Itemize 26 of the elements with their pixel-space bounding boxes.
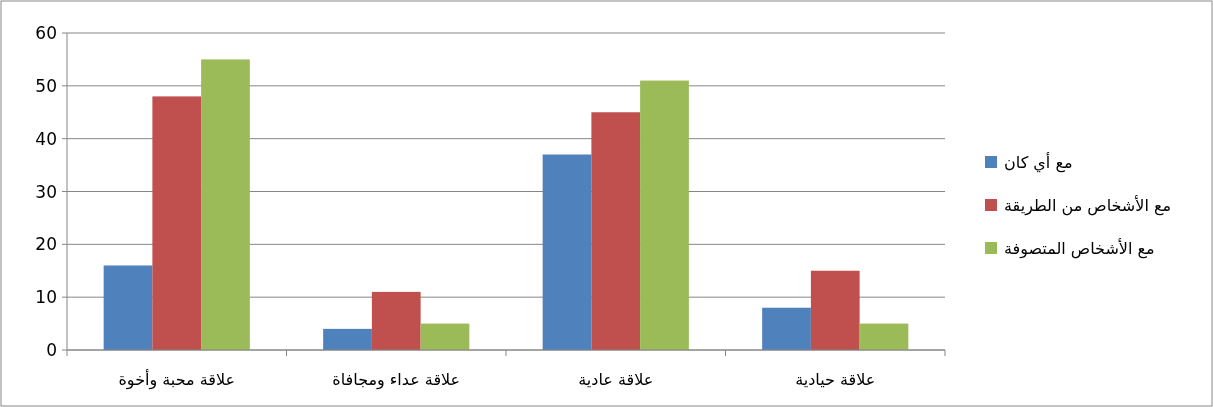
legend-label: مع الأشخاص من الطريقة [1004, 195, 1172, 216]
y-tick-label: 0 [46, 340, 57, 360]
bar [152, 96, 202, 350]
y-tick-label: 50 [35, 75, 57, 96]
bar [103, 265, 153, 350]
y-tick-label: 40 [35, 128, 57, 149]
legend-label: مع أي كان [1004, 152, 1073, 173]
y-tick-label: 10 [35, 287, 57, 308]
x-tick-label: علاقة حيادية [795, 370, 876, 389]
bar [420, 323, 470, 350]
x-tick-label: علاقة عادية [578, 370, 654, 389]
x-tick-label: علاقة محبة وأخوة [118, 369, 236, 390]
bar [810, 270, 860, 350]
bar [201, 59, 250, 350]
bar [859, 323, 909, 350]
bar [640, 80, 689, 350]
y-tick-label: 60 [35, 23, 57, 43]
y-tick-label: 30 [35, 181, 57, 202]
y-tick-label: 20 [35, 234, 57, 255]
legend-label: مع الأشخاص المتصوفة [1004, 238, 1155, 259]
bar [762, 307, 811, 350]
x-tick-label: علاقة عداء ومجافاة [332, 370, 461, 390]
bar [591, 112, 641, 350]
bar [371, 291, 421, 350]
bar [542, 154, 592, 350]
bar [323, 328, 372, 350]
